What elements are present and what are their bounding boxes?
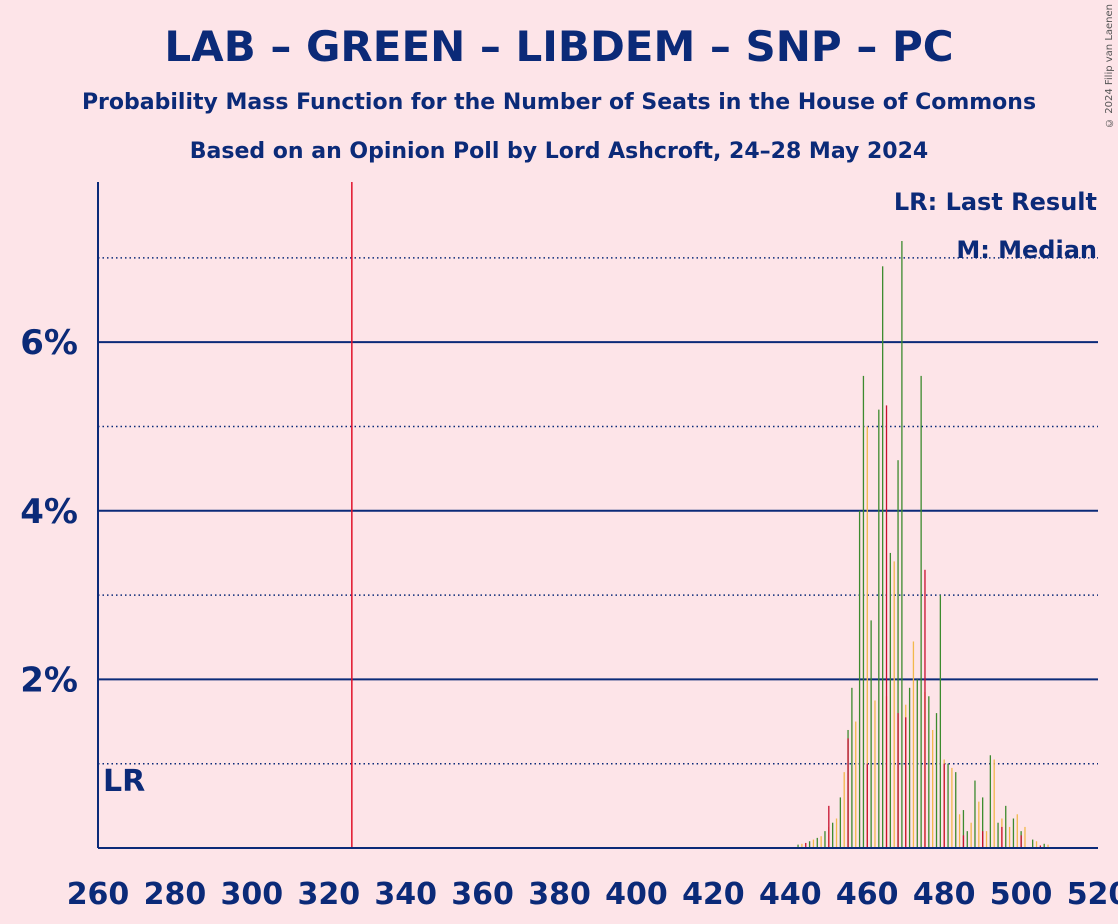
x-tick-label: 460 [836,877,899,912]
bar [943,763,945,848]
bar [1032,839,1034,848]
bar [889,552,892,848]
bar [989,755,992,848]
chart-subtitle-source: Based on an Opinion Poll by Lord Ashcrof… [189,139,929,164]
bar [912,641,915,848]
x-tick-label: 480 [913,877,976,912]
x-tick-label: 440 [759,877,822,912]
bar [885,405,888,848]
bar [824,831,826,848]
bar [935,713,938,848]
bar [1047,844,1049,848]
bar [801,843,803,848]
bar [970,822,972,848]
last-result-label: LR [103,764,145,799]
x-tick-label: 320 [297,877,360,912]
bar [997,822,999,848]
bar [928,696,930,848]
y-tick-label: 2% [20,660,78,700]
bar [993,759,995,848]
x-tick-label: 280 [144,877,207,912]
bar [870,620,872,848]
x-tick-label: 300 [221,877,284,912]
bar [832,822,834,848]
bar [982,797,984,848]
bar [939,595,942,848]
bar [828,805,830,848]
bar [820,836,822,848]
x-tick-label: 420 [682,877,745,912]
bar [916,679,918,848]
bar [893,561,895,848]
bar [847,738,849,848]
chart-subtitle: Probability Mass Function for the Number… [81,90,1037,115]
bar [955,772,957,848]
axes [97,182,1098,849]
bar [862,375,865,848]
x-tick-label: 500 [990,877,1053,912]
legend-entry: LR: Last Result [894,188,1097,216]
bar [897,713,899,848]
bar [908,687,911,848]
bar [808,841,811,848]
bar [1020,835,1022,848]
y-tick-label: 4% [20,492,78,532]
bar [874,700,876,848]
bar [951,767,953,848]
bar [905,717,907,848]
x-tick-label: 360 [451,877,514,912]
bar [1012,818,1015,848]
bar [920,375,922,848]
bar [901,241,903,848]
bar [1005,805,1007,848]
bar [866,426,868,848]
bar [978,801,980,848]
bar [966,831,968,848]
grid-lines [98,257,1098,765]
bar [805,842,807,848]
axis-labels: 2% 4% 6% 260 280 300 320 340 360 380 400 420 440 460 4… [20,188,1118,912]
x-tick-label: 380 [528,877,591,912]
x-tick-label: 260 [67,877,130,912]
bar [812,839,815,848]
x-tick-label: 520 [1067,877,1118,912]
bar [1024,826,1026,848]
chart-title: LAB – GREEN – LIBDEM – SNP – PC [164,22,954,71]
bar [816,837,818,848]
bar [843,772,845,848]
y-tick-label: 6% [20,323,78,363]
bar [1035,841,1038,848]
bar-series [797,241,1049,848]
bar [878,409,880,848]
x-tick-label: 340 [374,877,437,912]
legend-entry: M: Median [956,236,1097,264]
bar [897,460,899,848]
bar [1016,814,1018,848]
bar [947,763,949,848]
bar [835,818,838,848]
bar [866,763,868,848]
bar [839,797,842,848]
bar [958,814,961,848]
bar [962,835,965,848]
bar [1039,845,1042,848]
bar [982,831,984,848]
bar [985,831,988,848]
bar [851,687,853,848]
bar [1008,826,1011,848]
bar [797,844,799,848]
x-tick-label: 400 [605,877,668,912]
bar [974,780,976,848]
bar [882,266,884,848]
bar [924,569,926,848]
bar [858,510,861,848]
bar [855,721,857,848]
bar [962,810,965,848]
bar [1043,843,1045,848]
bar [932,729,934,848]
bar [1001,826,1003,848]
